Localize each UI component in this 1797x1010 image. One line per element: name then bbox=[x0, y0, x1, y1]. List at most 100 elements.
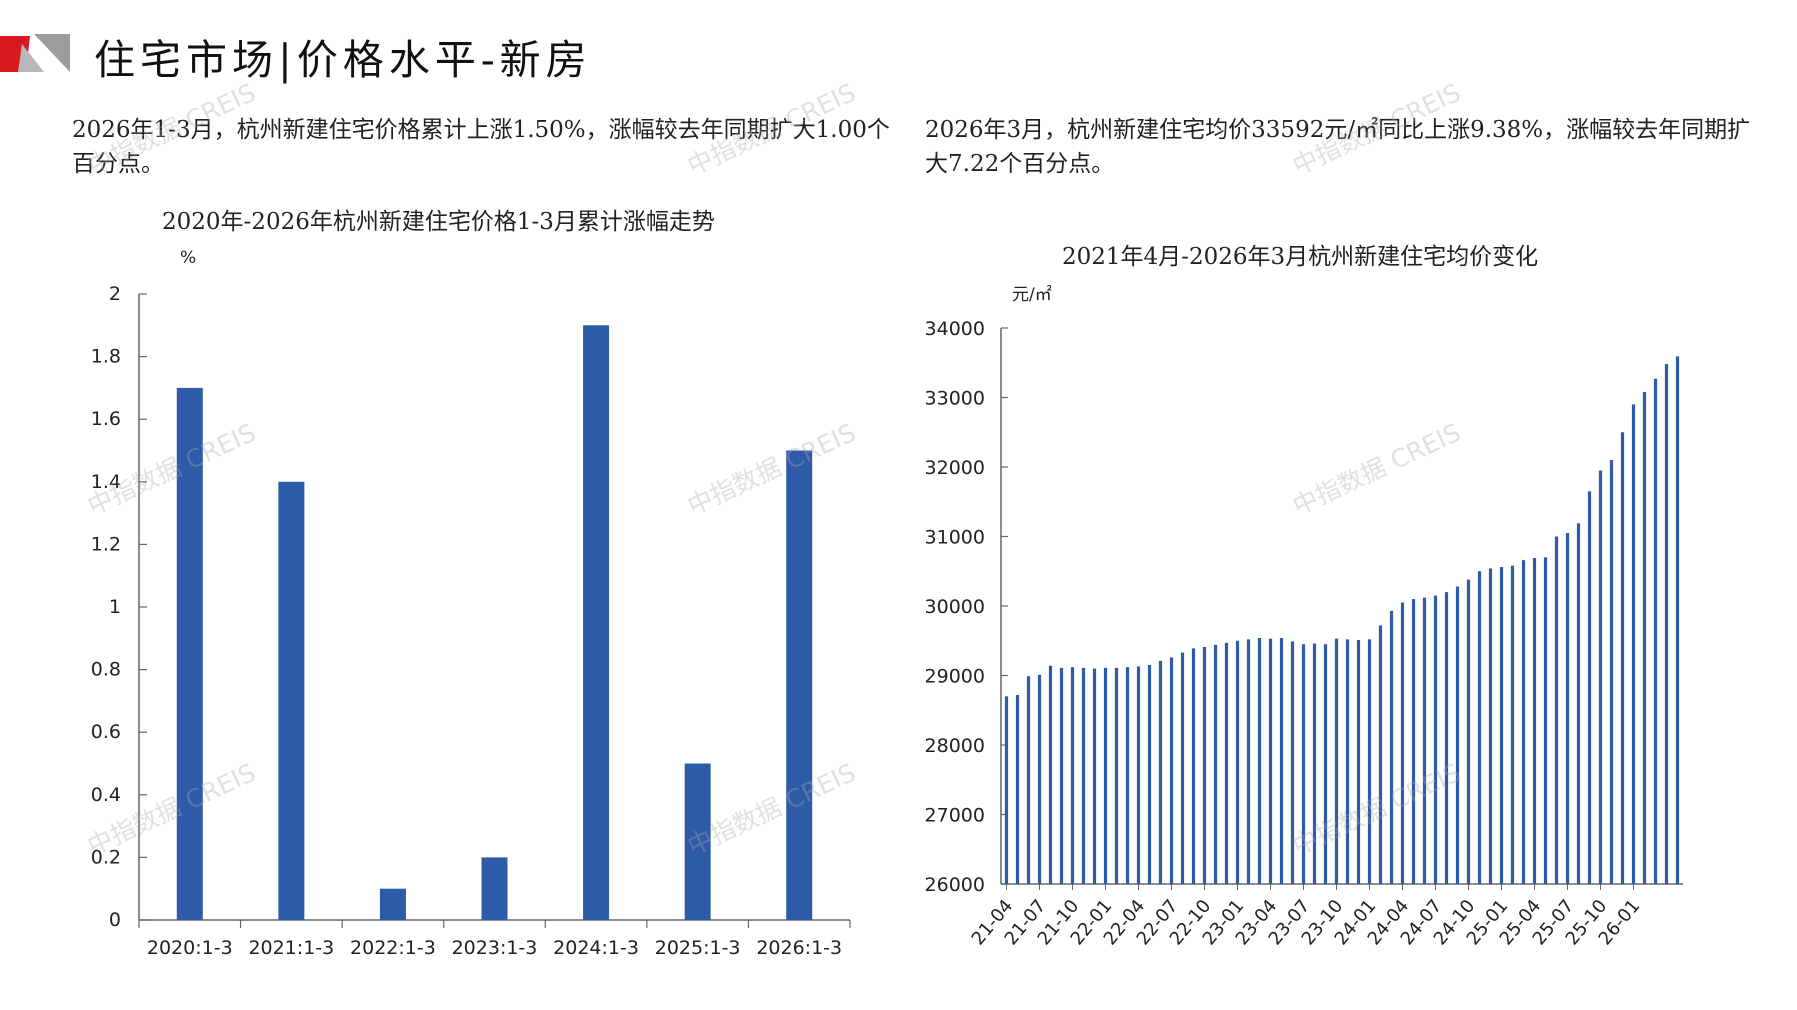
bar bbox=[1268, 638, 1273, 884]
x-tick-label: 2024:1-3 bbox=[553, 937, 639, 959]
bar bbox=[1609, 460, 1614, 884]
bar bbox=[1103, 667, 1108, 884]
bar bbox=[1334, 638, 1339, 884]
page-title: 住宅市场|价格水平-新房 bbox=[94, 36, 592, 84]
bar bbox=[1323, 644, 1328, 884]
bar bbox=[1136, 666, 1141, 884]
bar bbox=[786, 450, 813, 920]
bar bbox=[1147, 665, 1152, 884]
bar bbox=[684, 763, 711, 920]
bar bbox=[1598, 470, 1603, 884]
bar bbox=[1543, 557, 1548, 884]
y-tick-label: 33000 bbox=[925, 388, 985, 410]
y-tick-label: 28000 bbox=[925, 735, 985, 757]
bar bbox=[481, 857, 508, 920]
bar bbox=[1114, 667, 1119, 884]
bar bbox=[1631, 404, 1636, 884]
bar bbox=[1576, 523, 1581, 884]
x-tick-label: 2020:1-3 bbox=[147, 937, 233, 959]
bar bbox=[583, 325, 610, 920]
bar bbox=[1158, 660, 1163, 884]
bar bbox=[1521, 560, 1526, 884]
bar bbox=[1081, 667, 1086, 884]
bar bbox=[1389, 610, 1394, 884]
y-tick-label: 1.6 bbox=[91, 408, 121, 430]
bar bbox=[1125, 667, 1130, 884]
bar bbox=[1026, 676, 1031, 884]
bar bbox=[1400, 602, 1405, 884]
bar bbox=[1235, 640, 1240, 884]
bar bbox=[1433, 595, 1438, 884]
y-tick-label: 0.4 bbox=[91, 784, 121, 806]
bar bbox=[1554, 536, 1559, 884]
y-tick-label: 1 bbox=[109, 596, 121, 618]
y-tick-label: 1.4 bbox=[91, 471, 121, 493]
y-tick-label: 0.8 bbox=[91, 659, 121, 681]
x-tick-label: 2023:1-3 bbox=[452, 937, 538, 959]
bar bbox=[1378, 625, 1383, 884]
y-tick-label: 26000 bbox=[925, 874, 985, 896]
bar bbox=[1070, 667, 1075, 884]
bar bbox=[1532, 558, 1537, 884]
chart1-y-unit: % bbox=[180, 248, 197, 268]
bar bbox=[379, 888, 406, 920]
bar bbox=[176, 387, 203, 920]
bar bbox=[1642, 391, 1647, 884]
bar bbox=[1279, 637, 1284, 884]
bar bbox=[1466, 579, 1471, 884]
bar bbox=[1664, 364, 1669, 884]
bar bbox=[1257, 637, 1262, 884]
bar bbox=[1092, 668, 1097, 884]
bar bbox=[1345, 639, 1350, 884]
bar bbox=[1213, 644, 1218, 884]
header: 住宅市场|价格水平-新房 bbox=[0, 22, 700, 84]
bar bbox=[1499, 567, 1504, 884]
y-tick-label: 31000 bbox=[925, 527, 985, 549]
chart2-title: 2021年4月-2026年3月杭州新建住宅均价变化 bbox=[1062, 244, 1539, 270]
bar bbox=[1059, 667, 1064, 884]
bar bbox=[1356, 640, 1361, 884]
bar bbox=[1444, 592, 1449, 884]
bar bbox=[1290, 641, 1295, 884]
bar bbox=[1224, 642, 1229, 884]
bar bbox=[1455, 586, 1460, 884]
bar bbox=[1301, 644, 1306, 884]
chart1-title: 2020年-2026年杭州新建住宅价格1-3月累计涨幅走势 bbox=[162, 209, 715, 235]
bar bbox=[1367, 639, 1372, 884]
bar bbox=[1653, 378, 1658, 884]
bar bbox=[278, 481, 305, 920]
bar bbox=[1169, 657, 1174, 884]
y-tick-label: 1.2 bbox=[91, 533, 121, 555]
bar bbox=[1202, 647, 1207, 884]
x-tick-label: 2026:1-3 bbox=[756, 937, 842, 959]
bar bbox=[1004, 696, 1009, 884]
bar bbox=[1565, 533, 1570, 884]
bar bbox=[1620, 432, 1625, 884]
bar bbox=[1037, 674, 1042, 884]
bar bbox=[1477, 571, 1482, 884]
y-tick-label: 29000 bbox=[925, 666, 985, 688]
bar bbox=[1015, 694, 1020, 884]
x-tick-label: 2022:1-3 bbox=[350, 937, 436, 959]
y-tick-label: 27000 bbox=[925, 805, 985, 827]
bar bbox=[1191, 648, 1196, 884]
x-tick-label: 2025:1-3 bbox=[655, 937, 741, 959]
bar bbox=[1675, 356, 1680, 885]
bar bbox=[1510, 565, 1515, 884]
bar bbox=[1312, 643, 1317, 884]
y-tick-label: 0 bbox=[109, 909, 121, 931]
bar bbox=[1246, 639, 1251, 884]
y-tick-label: 34000 bbox=[925, 318, 985, 340]
y-tick-label: 32000 bbox=[925, 457, 985, 479]
summary-left: 2026年1-3月，杭州新建住宅价格累计上涨1.50%，涨幅较去年同期扩大1.0… bbox=[72, 117, 890, 177]
y-tick-label: 30000 bbox=[925, 596, 985, 618]
bar bbox=[1411, 599, 1416, 884]
chart2-y-unit: 元/㎡ bbox=[1012, 285, 1052, 305]
y-tick-label: 2 bbox=[109, 283, 121, 305]
bar bbox=[1422, 597, 1427, 884]
bar bbox=[1180, 652, 1185, 884]
bar bbox=[1048, 665, 1053, 884]
y-tick-label: 0.2 bbox=[91, 846, 121, 868]
